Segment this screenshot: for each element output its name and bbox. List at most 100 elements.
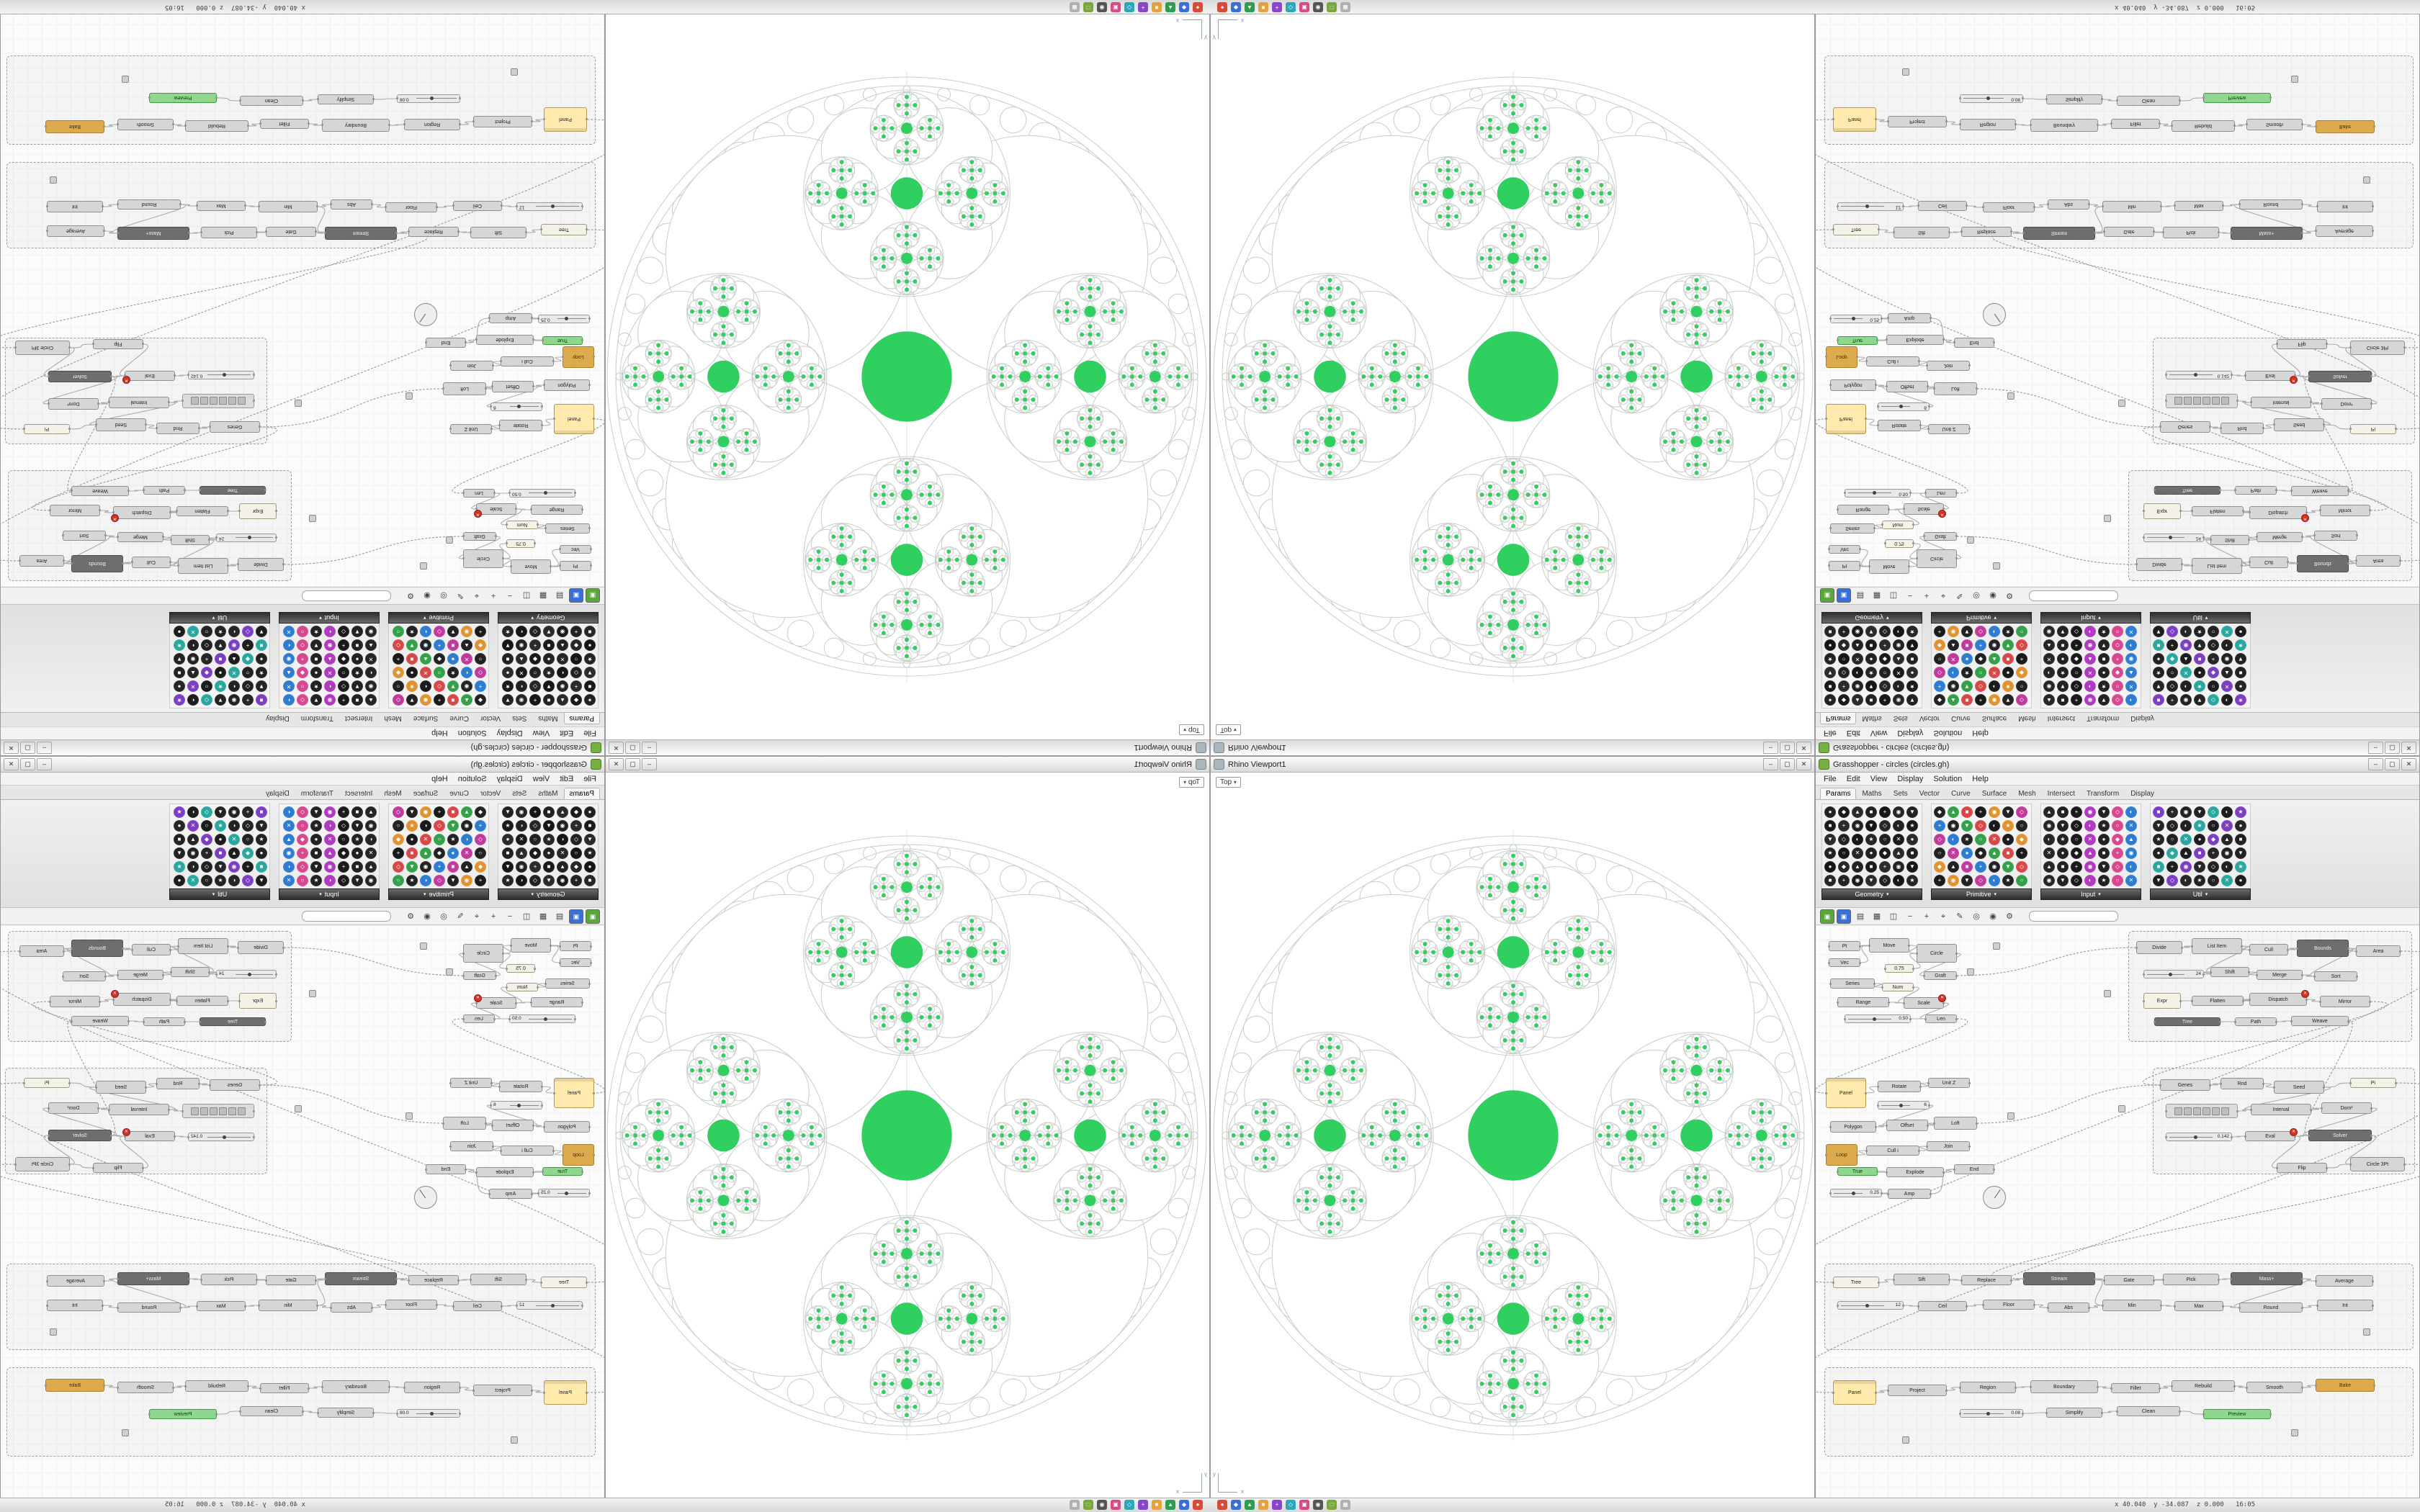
palette-icon[interactable]: ◆ [570, 694, 582, 706]
palette-icon[interactable]: + [475, 875, 486, 886]
button-grid-node[interactable] [182, 1104, 254, 1118]
palette-icon[interactable]: + [1838, 626, 1850, 637]
palette-icon[interactable]: ▼ [1906, 694, 1918, 706]
zoom-in-button[interactable]: + [1924, 912, 1930, 921]
gh-node[interactable]: Solver [2308, 1130, 2372, 1141]
menu-file[interactable]: File [583, 729, 596, 738]
palette-icon[interactable]: ★ [502, 626, 514, 637]
palette-icon[interactable]: ◐ [283, 694, 295, 706]
palette-icon[interactable]: ■ [2098, 653, 2110, 665]
palette-icon[interactable]: ◐ [461, 834, 472, 845]
palette-section-label[interactable]: Util ▾ [2150, 612, 2251, 624]
palette-icon[interactable]: ◇ [434, 875, 445, 886]
taskbar-app-5[interactable]: + [1272, 1500, 1282, 1510]
palette-icon[interactable]: ◉ [2125, 653, 2137, 665]
palette-icon[interactable]: ● [584, 806, 596, 818]
palette-icon[interactable]: + [242, 694, 254, 706]
palette-icon[interactable]: ★ [406, 875, 418, 886]
tab-vector[interactable]: Vector [1919, 714, 1940, 722]
palette-icon[interactable]: ▼ [351, 875, 363, 886]
palette-section-label[interactable]: Geometry ▾ [498, 888, 599, 900]
palette-icon[interactable]: ● [2098, 667, 2110, 678]
palette-icon[interactable]: ● [584, 694, 596, 706]
tab-display[interactable]: Display [2130, 790, 2155, 798]
palette-icon[interactable]: ○ [393, 680, 404, 692]
palette-icon[interactable]: ◇ [242, 820, 254, 832]
maximize-button[interactable]: ▢ [2385, 742, 2400, 754]
palette-icon[interactable]: ◇ [2071, 680, 2082, 692]
palette-icon[interactable]: ★ [2002, 626, 2014, 637]
palette-icon[interactable]: ● [2235, 820, 2246, 832]
save-file-button[interactable]: ◫ [522, 591, 531, 600]
gh-node[interactable]: Min [2102, 201, 2161, 212]
gh-node[interactable]: Explode [1886, 335, 1944, 345]
taskbar-app-2[interactable]: ◆ [1179, 2, 1189, 12]
gh-node[interactable]: Average [47, 225, 104, 237]
tab-intersect[interactable]: Intersect [344, 714, 373, 722]
palette-icon[interactable]: ◇ [2166, 875, 2178, 886]
gh-node[interactable]: Region [404, 119, 460, 130]
palette-icon[interactable]: ▼ [2057, 875, 2069, 886]
palette-icon[interactable]: ■ [1865, 806, 1877, 818]
gh-node[interactable]: Scale ✕ [474, 994, 516, 1009]
gh-node[interactable]: Boundary [2030, 1380, 2099, 1393]
gh-node[interactable]: Genes [2160, 421, 2210, 433]
palette-icon[interactable]: ◇ [1879, 875, 1891, 886]
gh-node[interactable]: Pick [201, 227, 257, 238]
palette-icon[interactable]: ✕ [2043, 847, 2055, 859]
gh-node[interactable]: Flip [93, 1163, 143, 1173]
gh-node[interactable]: Mass+ [2231, 227, 2303, 240]
palette-icon[interactable]: + [1879, 639, 1891, 651]
gh-node[interactable]: Mirror [50, 996, 100, 1007]
palette-icon[interactable]: ● [256, 847, 267, 859]
palette-icon[interactable]: ◉ [324, 694, 336, 706]
palette-icon[interactable]: ◇ [434, 820, 445, 832]
gh-node[interactable]: Round [2239, 199, 2303, 210]
palette-icon[interactable]: ◉ [2221, 653, 2233, 665]
palette-icon[interactable]: ■ [2002, 847, 2014, 859]
palette-icon[interactable]: ★ [256, 834, 267, 845]
tab-display[interactable]: Display [265, 790, 290, 798]
gh-node[interactable]: Circle [1917, 549, 1957, 568]
gh-node[interactable]: Loft [1934, 382, 1977, 395]
gh-node[interactable]: Solver [2308, 371, 2372, 382]
palette-icon[interactable]: ◇ [2112, 806, 2123, 818]
gh-node[interactable]: 0.75 [506, 964, 535, 973]
palette-icon[interactable]: ◐ [324, 875, 336, 886]
palette-icon[interactable]: ★ [447, 834, 459, 845]
palette-icon[interactable]: ◉ [420, 639, 431, 651]
palette-icon[interactable]: ◇ [1975, 680, 1986, 692]
gh-node[interactable]: Series [1829, 978, 1876, 989]
gh-node[interactable]: Shift [2210, 535, 2249, 545]
palette-icon[interactable]: ▼ [1906, 639, 1918, 651]
gh-node[interactable]: Preview [2203, 93, 2271, 103]
palette-icon[interactable]: ✕ [283, 680, 295, 692]
taskbar-app-9[interactable]: □ [1083, 1500, 1093, 1510]
param-dot[interactable] [2104, 515, 2111, 522]
palette-icon[interactable]: ▲ [1852, 639, 1863, 651]
palette-icon[interactable]: ▼ [2194, 639, 2205, 651]
palette-icon[interactable]: ○ [201, 680, 212, 692]
gh-node[interactable]: Bounds [71, 555, 123, 572]
palette-icon[interactable]: ◐ [557, 667, 568, 678]
slider-node[interactable]: 12 [516, 202, 583, 211]
palette-icon[interactable]: ■ [1865, 861, 1877, 873]
gh-node[interactable]: Fillet [260, 1383, 309, 1393]
palette-icon[interactable]: ◇ [2208, 806, 2219, 818]
param-dot[interactable] [2007, 392, 2015, 400]
gh-node[interactable]: End [426, 338, 466, 348]
palette-icon[interactable]: ■ [502, 653, 514, 665]
palette-icon[interactable]: + [2112, 653, 2123, 665]
palette-icon[interactable]: ★ [215, 875, 226, 886]
palette-icon[interactable]: ■ [584, 820, 596, 832]
slider-node[interactable]: 12 [516, 1301, 583, 1310]
param-dot[interactable] [1902, 1436, 1909, 1444]
palette-icon[interactable]: ■ [2235, 834, 2246, 845]
palette-icon[interactable]: + [1934, 680, 1945, 692]
rhino-titlebar[interactable]: Rhino Viewport1 – ▢ ✕ [606, 757, 1209, 773]
palette-icon[interactable]: ◇ [393, 806, 404, 818]
gh-node[interactable]: Dispatch ✕ [2249, 990, 2309, 1006]
palette-icon[interactable]: ◐ [516, 680, 527, 692]
tab-params[interactable]: Params [563, 788, 600, 799]
menu-display[interactable]: Display [1897, 774, 1924, 783]
